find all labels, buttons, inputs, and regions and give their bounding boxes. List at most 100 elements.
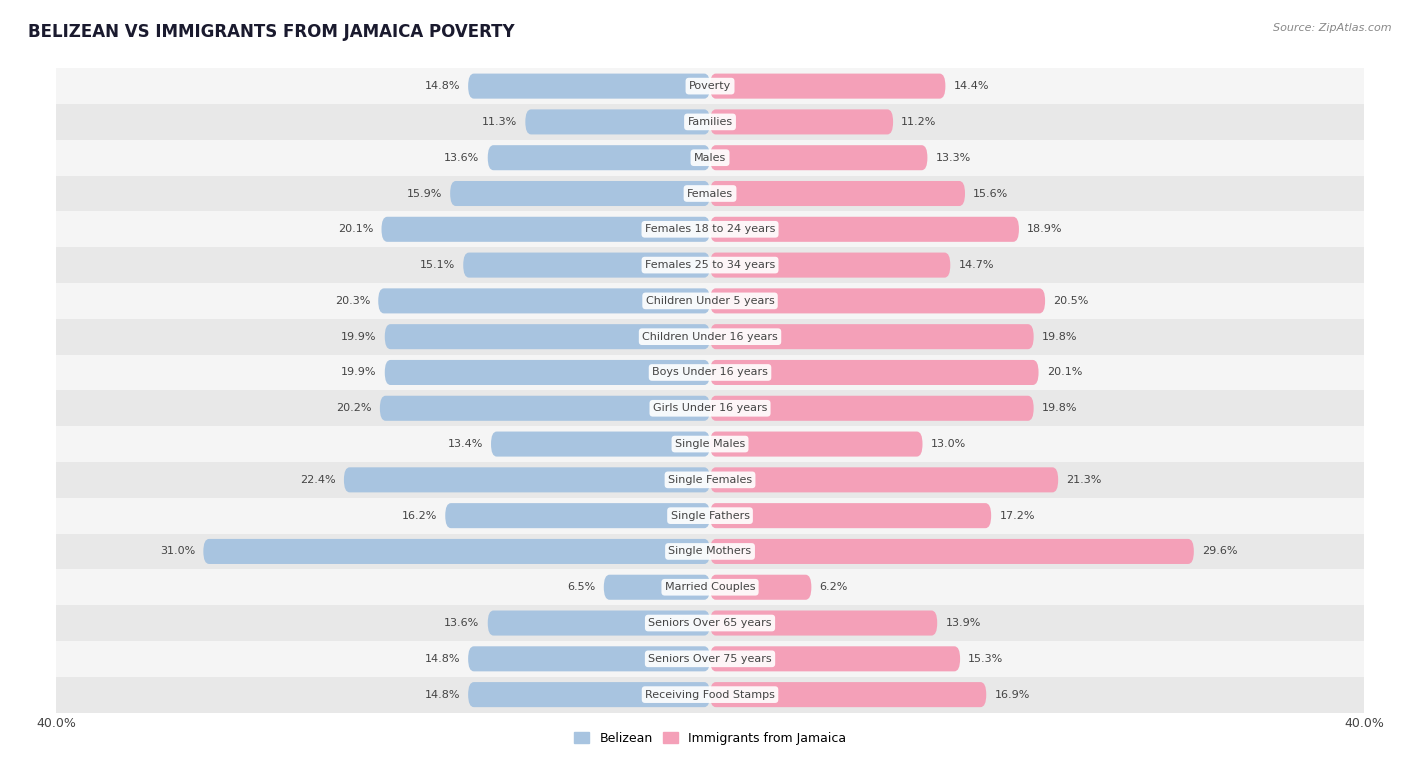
FancyBboxPatch shape (380, 396, 710, 421)
Text: Single Males: Single Males (675, 439, 745, 449)
FancyBboxPatch shape (710, 503, 991, 528)
Text: 6.2%: 6.2% (820, 582, 848, 592)
Bar (56, 498, 1364, 534)
Text: 29.6%: 29.6% (1202, 547, 1237, 556)
FancyBboxPatch shape (710, 252, 950, 277)
Bar (56, 211, 1364, 247)
FancyBboxPatch shape (385, 360, 710, 385)
FancyBboxPatch shape (378, 288, 710, 313)
Bar (56, 605, 1364, 641)
Text: 14.7%: 14.7% (959, 260, 994, 270)
FancyBboxPatch shape (446, 503, 710, 528)
Text: 20.3%: 20.3% (335, 296, 370, 306)
FancyBboxPatch shape (468, 647, 710, 672)
FancyBboxPatch shape (204, 539, 710, 564)
Text: 14.4%: 14.4% (953, 81, 988, 91)
Bar (56, 462, 1364, 498)
Text: Children Under 16 years: Children Under 16 years (643, 332, 778, 342)
Bar (56, 355, 1364, 390)
Text: 13.6%: 13.6% (444, 152, 479, 163)
FancyBboxPatch shape (344, 468, 710, 493)
Bar (56, 176, 1364, 211)
Text: 22.4%: 22.4% (299, 475, 336, 485)
Text: Receiving Food Stamps: Receiving Food Stamps (645, 690, 775, 700)
FancyBboxPatch shape (450, 181, 710, 206)
FancyBboxPatch shape (710, 647, 960, 672)
FancyBboxPatch shape (710, 610, 938, 635)
Text: Source: ZipAtlas.com: Source: ZipAtlas.com (1274, 23, 1392, 33)
Text: Married Couples: Married Couples (665, 582, 755, 592)
FancyBboxPatch shape (468, 682, 710, 707)
Text: 15.1%: 15.1% (420, 260, 456, 270)
Text: 19.8%: 19.8% (1042, 332, 1077, 342)
Text: 15.6%: 15.6% (973, 189, 1008, 199)
Text: 18.9%: 18.9% (1028, 224, 1063, 234)
FancyBboxPatch shape (526, 109, 710, 134)
Text: 15.9%: 15.9% (406, 189, 441, 199)
Text: Females 25 to 34 years: Females 25 to 34 years (645, 260, 775, 270)
Text: Single Females: Single Females (668, 475, 752, 485)
Text: Boys Under 16 years: Boys Under 16 years (652, 368, 768, 377)
Legend: Belizean, Immigrants from Jamaica: Belizean, Immigrants from Jamaica (574, 732, 846, 745)
Text: 20.2%: 20.2% (336, 403, 371, 413)
Text: 13.3%: 13.3% (935, 152, 970, 163)
Text: Seniors Over 75 years: Seniors Over 75 years (648, 654, 772, 664)
Bar (56, 139, 1364, 176)
FancyBboxPatch shape (463, 252, 710, 277)
FancyBboxPatch shape (710, 682, 986, 707)
FancyBboxPatch shape (710, 468, 1059, 493)
Text: 20.1%: 20.1% (1046, 368, 1083, 377)
Bar (56, 104, 1364, 139)
FancyBboxPatch shape (710, 431, 922, 456)
Text: 16.2%: 16.2% (402, 511, 437, 521)
FancyBboxPatch shape (710, 74, 945, 99)
Text: 13.6%: 13.6% (444, 618, 479, 628)
Text: 11.3%: 11.3% (482, 117, 517, 127)
Bar (56, 390, 1364, 426)
Text: 31.0%: 31.0% (160, 547, 195, 556)
FancyBboxPatch shape (488, 610, 710, 635)
Text: 13.9%: 13.9% (945, 618, 981, 628)
FancyBboxPatch shape (710, 181, 965, 206)
Text: Seniors Over 65 years: Seniors Over 65 years (648, 618, 772, 628)
FancyBboxPatch shape (385, 324, 710, 349)
Bar (56, 247, 1364, 283)
Text: Girls Under 16 years: Girls Under 16 years (652, 403, 768, 413)
Text: 20.5%: 20.5% (1053, 296, 1088, 306)
Bar (56, 283, 1364, 319)
FancyBboxPatch shape (710, 539, 1194, 564)
Text: Males: Males (695, 152, 725, 163)
Text: 14.8%: 14.8% (425, 690, 460, 700)
Text: 19.9%: 19.9% (342, 368, 377, 377)
Bar (56, 677, 1364, 713)
Bar (56, 426, 1364, 462)
Bar (56, 641, 1364, 677)
Text: Females: Females (688, 189, 733, 199)
Text: Poverty: Poverty (689, 81, 731, 91)
FancyBboxPatch shape (710, 360, 1039, 385)
FancyBboxPatch shape (710, 396, 1033, 421)
Text: 19.9%: 19.9% (342, 332, 377, 342)
Bar (56, 68, 1364, 104)
FancyBboxPatch shape (488, 146, 710, 171)
FancyBboxPatch shape (603, 575, 710, 600)
Text: 6.5%: 6.5% (568, 582, 596, 592)
Text: 15.3%: 15.3% (969, 654, 1004, 664)
FancyBboxPatch shape (710, 217, 1019, 242)
Text: 13.4%: 13.4% (447, 439, 482, 449)
FancyBboxPatch shape (468, 74, 710, 99)
Text: Single Mothers: Single Mothers (668, 547, 752, 556)
Text: 17.2%: 17.2% (1000, 511, 1035, 521)
Text: 13.0%: 13.0% (931, 439, 966, 449)
Bar (56, 319, 1364, 355)
Text: 11.2%: 11.2% (901, 117, 936, 127)
Text: 19.8%: 19.8% (1042, 403, 1077, 413)
FancyBboxPatch shape (710, 146, 928, 171)
FancyBboxPatch shape (381, 217, 710, 242)
Bar (56, 534, 1364, 569)
Text: 16.9%: 16.9% (994, 690, 1029, 700)
FancyBboxPatch shape (710, 575, 811, 600)
Text: Single Fathers: Single Fathers (671, 511, 749, 521)
Text: 21.3%: 21.3% (1066, 475, 1102, 485)
Text: BELIZEAN VS IMMIGRANTS FROM JAMAICA POVERTY: BELIZEAN VS IMMIGRANTS FROM JAMAICA POVE… (28, 23, 515, 41)
